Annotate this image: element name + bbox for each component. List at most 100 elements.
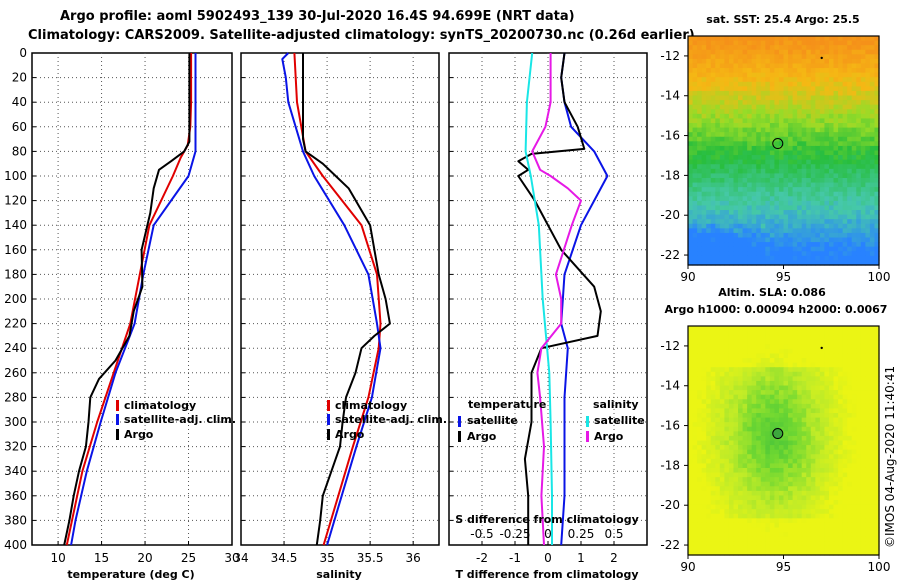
heatmap-cell <box>738 339 744 345</box>
heatmap-cell <box>833 413 839 419</box>
heatmap-cell <box>706 408 712 414</box>
heatmap-cell <box>765 49 771 55</box>
heatmap-cell <box>756 145 762 152</box>
heatmap-cell <box>828 232 835 239</box>
heatmap-cell <box>806 132 812 138</box>
heatmap-cell <box>697 63 703 69</box>
depth-tick-label: 200 <box>4 292 27 306</box>
heatmap-cell <box>828 541 835 547</box>
heatmap-cell <box>797 177 803 184</box>
heatmap-cell <box>865 477 871 483</box>
heatmap-cell <box>806 127 812 133</box>
heatmap-cell <box>860 399 866 405</box>
heatmap-cell <box>815 367 821 373</box>
heatmap-cell <box>874 81 880 87</box>
heatmap-cell <box>774 100 780 106</box>
heatmap-cell <box>738 246 744 252</box>
heatmap-cell <box>851 100 857 106</box>
heatmap-cell <box>742 132 748 138</box>
heatmap-cell <box>756 104 762 110</box>
heatmap-cell <box>801 155 807 161</box>
heatmap-cell <box>728 90 735 97</box>
heatmap-cell <box>733 445 739 451</box>
heatmap-cell <box>847 435 853 442</box>
heatmap-cell <box>801 545 807 552</box>
heatmap-cell <box>765 527 771 533</box>
heatmap-cell <box>688 191 694 197</box>
heatmap-cell <box>738 509 744 515</box>
heatmap-cell <box>874 358 880 364</box>
heatmap-cell <box>742 513 748 519</box>
heatmap-cell <box>828 344 835 350</box>
heatmap-cell <box>747 509 753 515</box>
heatmap-cell <box>869 376 876 382</box>
heatmap-cell <box>710 182 716 188</box>
heatmap-cell <box>806 358 812 364</box>
heatmap-cell <box>701 399 707 405</box>
heatmap-cell <box>719 486 725 492</box>
heatmap-cell <box>828 36 835 42</box>
heatmap-cell <box>851 109 857 115</box>
heatmap-cell <box>783 255 789 262</box>
heatmap-cell <box>697 344 703 350</box>
heatmap-cell <box>847 104 853 110</box>
heatmap-cell <box>801 159 807 165</box>
heatmap-cell <box>778 527 785 533</box>
heatmap-cell <box>792 100 798 106</box>
heatmap-cell <box>747 246 753 252</box>
heatmap-cell <box>724 344 730 350</box>
heatmap-cell <box>815 486 821 492</box>
heatmap-cell <box>833 196 839 202</box>
heatmap-cell <box>756 541 762 547</box>
heatmap-cell <box>869 118 876 124</box>
heatmap-cell <box>728 113 735 120</box>
heatmap-cell <box>688 380 694 387</box>
heatmap-cell <box>756 522 762 529</box>
heatmap-cell <box>851 159 857 165</box>
heatmap-cell <box>692 490 698 497</box>
heatmap-cell <box>865 104 871 110</box>
heatmap-cell <box>688 141 694 147</box>
heatmap-cell <box>847 173 853 179</box>
heatmap-cell <box>688 472 694 478</box>
heatmap-cell <box>788 495 794 501</box>
heatmap-cell <box>733 187 739 193</box>
heatmap-cell <box>706 123 712 129</box>
heatmap-cell <box>706 467 712 474</box>
heatmap-cell <box>833 545 839 552</box>
heatmap-cell <box>806 504 812 510</box>
heatmap-cell <box>778 403 785 410</box>
heatmap-cell <box>792 168 798 174</box>
heatmap-cell <box>701 408 707 414</box>
heatmap-cell <box>847 150 853 156</box>
heatmap-cell <box>688 371 694 377</box>
heatmap-cell <box>801 45 807 51</box>
heatmap-cell <box>801 330 807 336</box>
heatmap-cell <box>706 550 712 556</box>
heatmap-cell <box>819 353 826 359</box>
heatmap-cell <box>778 504 785 510</box>
heatmap-cell <box>688 58 694 65</box>
heatmap-cell <box>765 45 771 51</box>
heatmap-cell <box>733 426 739 432</box>
heatmap-cell <box>733 477 739 483</box>
heatmap-cell <box>806 68 812 74</box>
heatmap-cell <box>828 68 835 74</box>
heatmap-cell <box>765 518 771 524</box>
heatmap-cell <box>697 81 703 87</box>
heatmap-cell <box>769 326 776 332</box>
heatmap-cell <box>856 353 862 359</box>
heatmap-cell <box>847 36 853 42</box>
heatmap-cell <box>738 155 744 161</box>
heatmap-cell <box>751 219 757 225</box>
heatmap-cell <box>778 385 785 391</box>
heatmap-cell <box>869 219 876 225</box>
heatmap-cell <box>733 242 739 248</box>
heatmap-cell <box>810 449 816 455</box>
heatmap-cell <box>765 177 771 184</box>
heatmap-cell <box>874 426 880 432</box>
heatmap-cell <box>733 150 739 156</box>
heatmap-cell <box>869 86 876 92</box>
heatmap-cell <box>774 504 780 510</box>
heatmap-cell <box>715 541 721 547</box>
